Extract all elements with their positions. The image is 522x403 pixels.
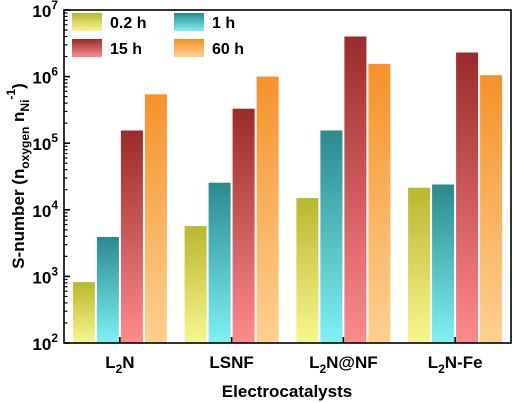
bar-l2n-0-2-h — [72, 282, 95, 343]
y-axis: 102 103 104 105 106 107 — [32, 0, 70, 354]
bar-lsnf-1-h — [208, 182, 231, 343]
bar-lsnf-15-h — [232, 108, 255, 343]
legend-swatch — [72, 13, 102, 31]
bar-l2n-nf-15-h — [344, 36, 367, 343]
x-category-label: L2N-Fe — [428, 353, 483, 376]
legend-swatch — [72, 39, 102, 57]
legend-swatch — [174, 13, 204, 31]
bar-l2n-fe-15-h — [456, 52, 479, 343]
x-category-label: L2N@NF — [309, 353, 378, 376]
bar-lsnf-60-h — [256, 76, 279, 343]
y-tick-label: 107 — [32, 0, 58, 21]
bar-l2n-nf-0-2-h — [296, 198, 319, 343]
x-category-label: L2N — [105, 353, 134, 376]
bar-lsnf-0-2-h — [184, 226, 207, 343]
bar-l2n-60-h — [144, 94, 167, 344]
plot-frame — [63, 9, 512, 344]
bar-l2n-nf-1-h — [320, 130, 343, 343]
x-axis: L2N LSNF L2N@NF L2N-Fe — [105, 337, 483, 376]
y-tick-label: 102 — [32, 331, 58, 354]
legend-label: 1 h — [212, 15, 235, 32]
bars-group — [72, 36, 503, 344]
legend-label: 15 h — [110, 41, 142, 58]
legend-label: 0.2 h — [110, 15, 146, 32]
y-tick-label: 104 — [32, 198, 58, 221]
y-tick-label: 106 — [32, 65, 58, 88]
bar-l2n-15-h — [120, 130, 143, 343]
x-category-label: LSNF — [209, 353, 253, 372]
y-axis-title: S-number (noxygen nNi-1) — [4, 83, 32, 269]
bar-l2n-fe-1-h — [432, 184, 455, 343]
legend-swatch — [174, 39, 204, 57]
bar-l2n-fe-60-h — [480, 75, 503, 343]
y-tick-label: 103 — [32, 264, 58, 287]
x-axis-title: Electrocatalysts — [222, 382, 352, 401]
legend: 0.2 h 1 h 15 h 60 h — [72, 13, 244, 58]
y-tick-label: 105 — [32, 131, 58, 154]
bar-l2n-1-h — [96, 237, 119, 343]
bar-l2n-nf-60-h — [368, 63, 391, 344]
bar-l2n-fe-0-2-h — [408, 187, 431, 343]
legend-label: 60 h — [212, 41, 244, 58]
